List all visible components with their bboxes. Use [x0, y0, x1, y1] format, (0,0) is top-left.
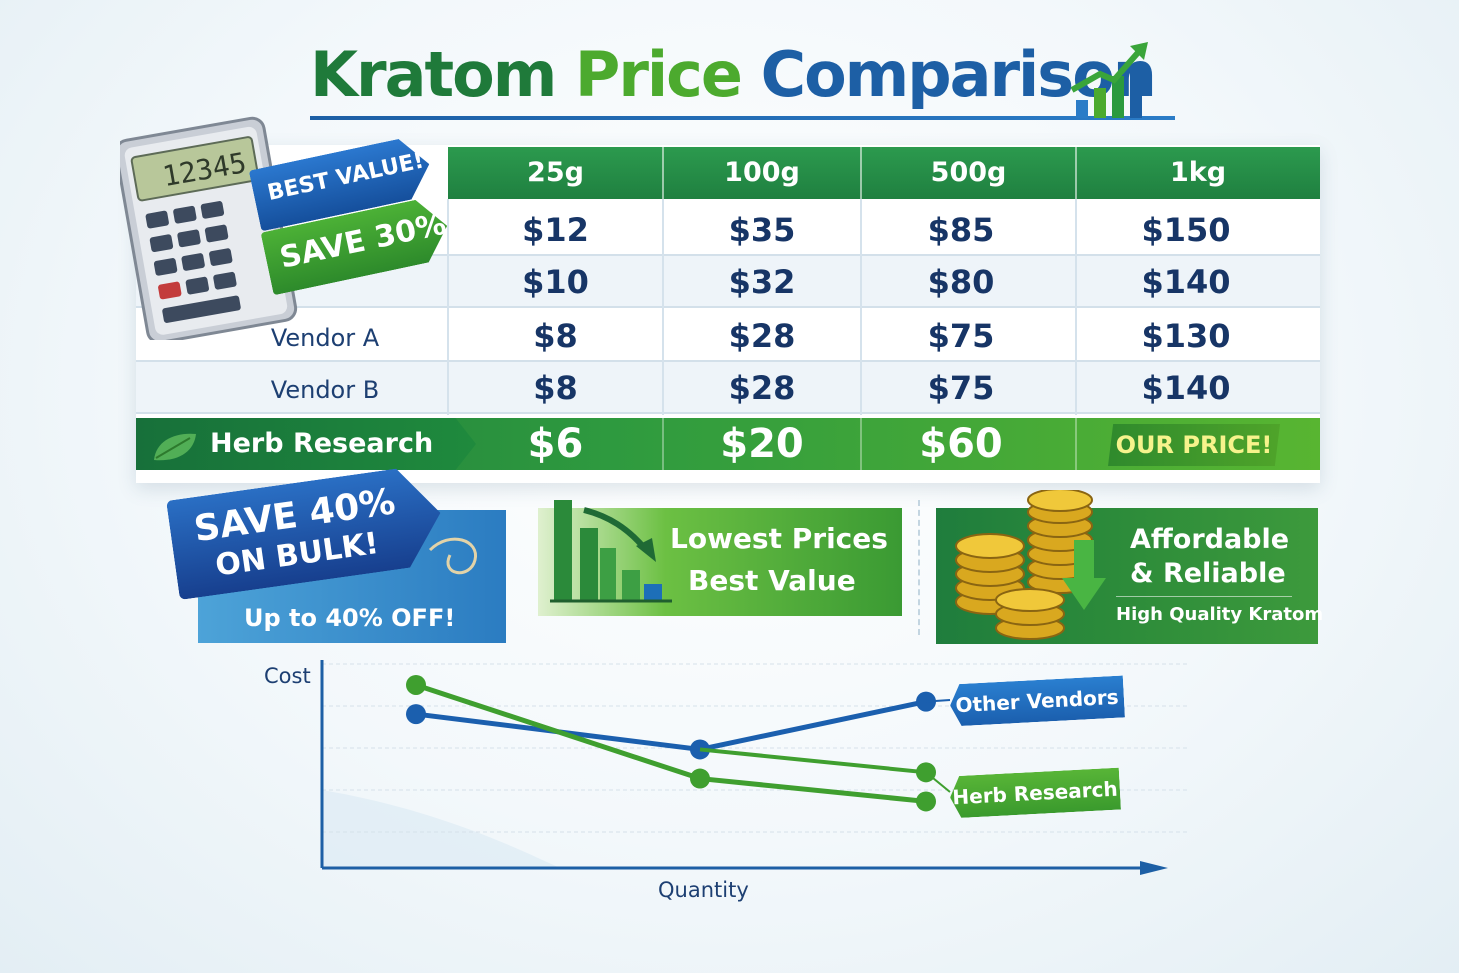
price-cell: $35: [728, 211, 796, 249]
dashed-divider: [918, 500, 920, 635]
title-word-price: Price: [574, 38, 743, 111]
data-point: [406, 704, 426, 725]
column-divider: [1075, 418, 1077, 470]
our-price-badge: OUR PRICE!: [1108, 424, 1280, 466]
col-header-500g: 500g: [930, 157, 1007, 188]
price-cell: $75: [927, 369, 995, 407]
series-line-herb-research: [415, 682, 927, 804]
reliable-text: & Reliable: [1130, 558, 1286, 589]
title-word-kratom: Kratom: [310, 38, 557, 111]
leaf-icon: [154, 433, 196, 461]
title-underline: [310, 116, 1175, 120]
herb-price-25g: $6: [527, 421, 584, 467]
header-divider: [662, 147, 664, 199]
calculator-icon: 12345: [120, 116, 298, 340]
y-axis-label: Cost: [264, 664, 311, 688]
data-point: [690, 768, 710, 789]
header-divider: [860, 147, 862, 199]
price-cell: $28: [728, 317, 796, 355]
col-header-1kg: 1kg: [1169, 157, 1227, 188]
table-header: [448, 147, 1320, 199]
price-cell: $12: [522, 211, 589, 249]
price-cell: $32: [728, 263, 796, 301]
column-divider: [860, 418, 862, 470]
x-axis-arrow: [1140, 861, 1168, 875]
coins-icon: [955, 490, 1106, 640]
herb-price-500g: $60: [919, 421, 1003, 467]
legend-herb-research: Herb Research: [949, 768, 1121, 819]
column-divider: [860, 199, 862, 415]
column-divider: [1075, 199, 1077, 415]
tag-string-icon: [428, 537, 477, 575]
price-cell: $130: [1141, 317, 1231, 355]
price-cell: $8: [533, 369, 578, 407]
card-divider: [1116, 596, 1292, 597]
page-title: Kratom Price Comparison: [310, 38, 1157, 111]
price-cell: $140: [1141, 263, 1231, 301]
lowest-prices-card: [538, 508, 902, 616]
col-header-100g: 100g: [724, 157, 800, 188]
up-to-40-off-text: Up to 40% OFF!: [244, 604, 456, 632]
price-cell: $140: [1141, 369, 1231, 407]
herb-research-label: Herb Research: [210, 428, 434, 459]
price-cell: $10: [522, 263, 589, 301]
lowest-prices-text: Lowest Prices: [670, 522, 888, 555]
legend-connector: [925, 771, 951, 793]
falling-bars-icon: [550, 500, 672, 603]
price-cell: $28: [728, 369, 796, 407]
price-cell: $80: [927, 263, 995, 301]
vendor-b-label: Vendor B: [270, 376, 380, 404]
title-block: Kratom Price Comparison: [300, 30, 1180, 125]
series-branch-line: [699, 747, 927, 775]
vendor-a-label: Vendor A: [270, 324, 380, 352]
title-word-comparison: Comparison: [760, 38, 1157, 111]
growth-chart-icon: [1070, 42, 1148, 118]
header-divider: [1075, 147, 1077, 199]
chart-area-shade: [322, 790, 560, 868]
affordable-text: Affordable: [1130, 524, 1290, 555]
column-divider: [662, 199, 664, 415]
column-divider: [662, 418, 664, 470]
column-divider: [447, 199, 449, 415]
legend-connector: [925, 699, 951, 703]
price-cell: $75: [927, 317, 995, 355]
table-row: [136, 204, 1320, 256]
best-value-text-2: Best Value: [688, 564, 856, 597]
high-quality-text: High Quality Kratom: [1116, 604, 1324, 625]
data-point: [406, 674, 426, 695]
col-header-25g: 25g: [527, 157, 584, 188]
cost-quantity-chart: [320, 660, 1188, 875]
price-cell: $85: [927, 211, 995, 249]
table-row: [136, 362, 1320, 414]
price-cell: $150: [1141, 211, 1231, 249]
data-point: [916, 791, 936, 812]
x-axis-label: Quantity: [658, 878, 749, 902]
price-cell: $8: [533, 317, 578, 355]
table-row: [136, 310, 1320, 362]
herb-price-100g: $20: [720, 421, 804, 467]
